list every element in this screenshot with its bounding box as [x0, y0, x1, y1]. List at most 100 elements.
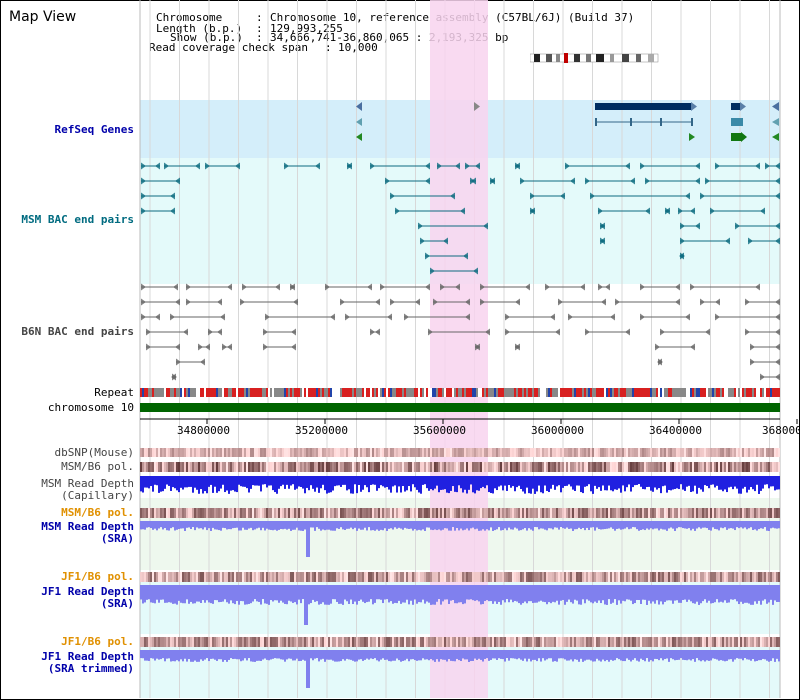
msm-pol-mark — [490, 508, 492, 518]
read-depth-bar — [268, 650, 270, 661]
read-depth-bar — [332, 650, 334, 661]
read-depth-bar — [180, 585, 182, 603]
read-depth-bar — [658, 650, 660, 661]
jf1-pol-mark — [268, 637, 270, 647]
read-depth-bar — [264, 476, 266, 485]
read-depth-bar — [356, 650, 358, 662]
msm-pol-mark — [646, 462, 648, 472]
read-depth-bar — [472, 476, 474, 493]
msm-pol-mark — [374, 508, 376, 518]
repeat-mark — [444, 388, 446, 397]
jf1-pol-mark — [654, 637, 656, 647]
b6n-bac-pair-end-icon — [655, 343, 660, 351]
read-depth-bar — [566, 650, 568, 661]
read-depth-bar — [212, 585, 214, 604]
msm-pol-mark — [738, 462, 740, 472]
repeat-mark — [578, 388, 580, 397]
read-depth-bar — [226, 585, 228, 603]
dbsnp-mark — [568, 448, 570, 457]
msm-pol-mark — [614, 508, 616, 518]
msm-pol-mark — [552, 508, 554, 518]
jf1-pol-mark — [778, 572, 780, 582]
repeat-mark — [370, 388, 372, 397]
read-depth-bar — [522, 476, 524, 492]
msm-pol-mark — [752, 508, 754, 518]
jf1-pol-mark — [546, 637, 548, 647]
read-depth-bar — [452, 521, 454, 528]
read-depth-bar — [736, 476, 738, 489]
msm-pol-mark — [450, 508, 452, 518]
dbsnp-mark — [742, 448, 744, 457]
read-depth-bar — [696, 521, 698, 529]
jf1-pol-mark — [592, 572, 594, 582]
dbsnp-mark — [154, 448, 156, 457]
read-depth-bar — [236, 585, 238, 601]
read-depth-bar — [178, 585, 180, 601]
msm-pol-mark — [764, 508, 766, 518]
read-depth-bar — [314, 521, 316, 531]
msm-bac-pair-end-icon — [598, 207, 603, 215]
msm-pol-mark — [576, 508, 578, 518]
read-depth-bar — [560, 521, 562, 528]
msm-pol-mark — [688, 462, 690, 472]
jf1-pol-mark — [446, 572, 448, 582]
repeat-mark — [434, 388, 436, 397]
read-depth-bar — [556, 521, 558, 528]
read-depth-bar — [250, 650, 252, 662]
read-depth-bar — [266, 476, 268, 488]
repeat-mark — [540, 388, 542, 397]
msm-pol-mark — [708, 508, 710, 518]
jf1-pol-mark — [530, 572, 532, 582]
msm-pol-mark — [742, 508, 744, 518]
repeat-mark — [638, 388, 640, 397]
read-depth-bar — [704, 521, 706, 528]
jf1-pol-mark — [356, 637, 358, 647]
read-depth-bar — [264, 585, 266, 604]
jf1-pol-mark — [628, 572, 630, 582]
dbsnp-mark — [438, 448, 440, 457]
read-depth-bar — [222, 521, 224, 528]
read-depth-bar — [376, 650, 378, 661]
read-depth-bar — [264, 650, 266, 659]
read-depth-bar — [672, 650, 674, 660]
label-msm-read-depth-sra-sub: (SRA) — [100, 532, 134, 545]
read-depth-bar — [434, 585, 436, 605]
msm-pol-mark — [598, 508, 600, 518]
msm-pol-mark — [544, 508, 546, 518]
msm-pol-mark — [682, 508, 684, 518]
jf1-pol-mark — [334, 637, 336, 647]
read-depth-bar — [550, 585, 552, 604]
read-depth-bar — [584, 650, 586, 661]
read-depth-bar — [546, 650, 548, 660]
read-depth-bar — [344, 521, 346, 530]
jf1-pol-mark — [666, 637, 668, 647]
msm-pol-mark — [320, 462, 322, 472]
repeat-mark — [526, 388, 528, 397]
jf1-pol-mark — [504, 572, 506, 582]
jf1-pol-mark — [544, 637, 546, 647]
read-depth-bar — [332, 476, 334, 491]
read-depth-bar — [606, 521, 608, 529]
repeat-mark — [410, 388, 412, 397]
read-depth-bar — [544, 650, 546, 661]
msm-pol-mark — [724, 462, 726, 472]
msm-pol-mark — [238, 462, 240, 472]
jf1-pol-mark — [586, 637, 588, 647]
dbsnp-mark — [166, 448, 168, 457]
jf1-pol-mark — [500, 637, 502, 647]
jf1-pol-mark — [384, 637, 386, 647]
label-jf1-read-depth-trim: JF1 Read Depth — [41, 650, 134, 663]
read-depth-bar — [720, 585, 722, 602]
dbsnp-mark — [300, 448, 302, 457]
dbsnp-mark — [464, 448, 466, 457]
msm-pol-mark — [244, 462, 246, 472]
axis-tick-label: 34800000 — [177, 424, 230, 437]
msm-pol-mark — [476, 462, 478, 472]
repeat-mark — [778, 388, 780, 397]
read-depth-bar — [422, 521, 424, 530]
read-depth-bar — [204, 476, 206, 492]
repeat-mark — [184, 388, 186, 397]
chromosome-ideogram[interactable] — [530, 52, 660, 64]
repeat-mark — [476, 388, 478, 397]
